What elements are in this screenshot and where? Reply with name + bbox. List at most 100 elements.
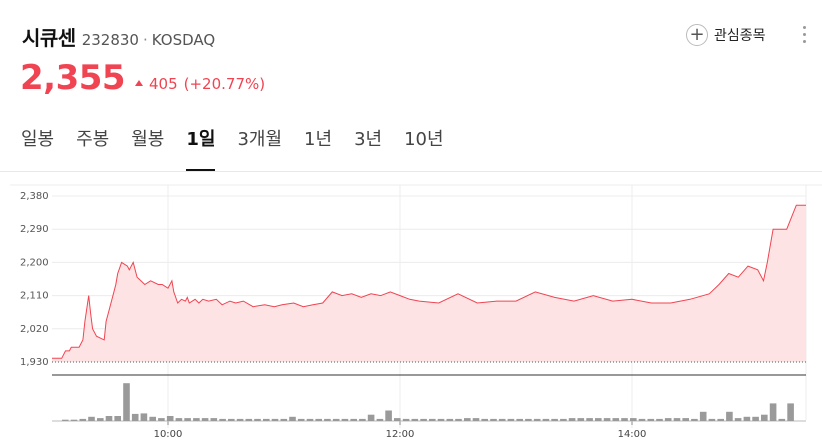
stock-header: 시큐센 232830 · KOSDAQ — [22, 22, 215, 50]
more-vertical-icon[interactable] — [800, 26, 808, 43]
volume-bar — [621, 418, 628, 421]
volume-bar — [603, 418, 611, 421]
volume-bar — [201, 418, 209, 421]
volume-bar — [350, 418, 357, 421]
volume-bar — [210, 418, 218, 421]
volume-bar — [717, 418, 724, 421]
volume-bar — [630, 418, 637, 421]
volume-bar — [761, 414, 768, 421]
tab-1[interactable]: 주봉 — [76, 129, 110, 150]
volume-bar — [306, 418, 314, 421]
volume-bar — [516, 418, 523, 421]
y-tick-label: 2,380 — [20, 191, 49, 202]
volume-bar — [359, 418, 366, 421]
volume-bar — [455, 418, 462, 421]
volume-bar — [385, 410, 392, 421]
volume-bar — [376, 418, 384, 421]
volume-bar — [699, 411, 707, 421]
x-tick-label: 12:00 — [386, 429, 415, 440]
volume-bar — [114, 416, 121, 421]
volume-bar — [166, 416, 174, 421]
y-tick-label: 2,020 — [20, 324, 49, 335]
volume-bar — [446, 418, 454, 421]
volume-bar — [88, 416, 95, 421]
volume-bar — [140, 413, 148, 421]
tab-3[interactable]: 1일 — [186, 125, 216, 171]
volume-bar — [472, 418, 480, 421]
volume-bar — [726, 411, 733, 421]
volume-bar — [158, 418, 165, 421]
volume-bar — [664, 418, 672, 421]
volume-bar — [332, 418, 340, 421]
volume-bar — [577, 418, 585, 421]
volume-bar — [752, 416, 759, 421]
tab-6[interactable]: 3년 — [354, 129, 383, 150]
volume-bar — [394, 418, 401, 421]
tab-2[interactable]: 월봉 — [131, 129, 165, 150]
tab-divider — [0, 171, 822, 172]
volume-bar — [525, 418, 532, 421]
volume-bar — [638, 418, 646, 421]
volume-bar — [175, 418, 183, 421]
current-price: 2,355 — [20, 58, 126, 98]
volume-bar — [656, 418, 663, 421]
stock-name: 시큐센 — [22, 26, 76, 50]
volume-bar — [315, 418, 322, 421]
x-tick-label: 10:00 — [154, 429, 183, 440]
volume-bar — [341, 418, 349, 421]
change-percent: (+20.77%) — [183, 75, 266, 93]
volume-bar — [498, 418, 506, 421]
volume-bar — [402, 418, 410, 421]
volume-bar — [70, 419, 78, 421]
volume-bar — [769, 403, 777, 421]
separator-dot: · — [142, 31, 148, 49]
y-tick-label: 1,930 — [20, 357, 49, 368]
volume-bar — [778, 418, 786, 421]
volume-bar — [464, 418, 471, 421]
volume-bar — [149, 416, 156, 421]
volume-bar — [437, 418, 445, 421]
volume-bar — [289, 416, 296, 421]
volume-bar — [612, 418, 620, 421]
volume-bar — [560, 418, 567, 421]
tab-4[interactable]: 3개월 — [237, 129, 283, 150]
tab-0[interactable]: 일봉 — [21, 129, 55, 150]
volume-bar — [691, 418, 698, 421]
volume-bar — [787, 403, 794, 421]
volume-bar — [79, 418, 87, 421]
plus-icon: + — [686, 24, 708, 46]
volume-bar — [236, 418, 244, 421]
volume-bar — [490, 418, 497, 421]
volume-bar — [297, 418, 305, 421]
volume-bar — [97, 418, 104, 421]
volume-bar — [429, 418, 436, 421]
change-amount: 405 — [149, 75, 178, 93]
favorite-label: 관심종목 — [714, 28, 766, 44]
volume-bar — [411, 418, 419, 421]
add-favorite-button[interactable]: + 관심종목 — [686, 22, 766, 48]
tab-5[interactable]: 1년 — [304, 129, 333, 150]
triangle-up-icon — [135, 79, 143, 86]
volume-bar — [481, 418, 488, 421]
volume-bar — [533, 418, 541, 421]
price-change: 405 (+20.77%) — [135, 75, 265, 93]
tab-7[interactable]: 10년 — [404, 129, 444, 150]
volume-bar — [647, 418, 655, 421]
stock-code: 232830 — [81, 31, 139, 49]
x-tick-label: 14:00 — [618, 429, 647, 440]
volume-bar — [734, 418, 742, 421]
volume-bar — [542, 418, 550, 421]
volume-bar — [682, 418, 689, 421]
volume-bar — [743, 416, 751, 421]
volume-bar — [586, 418, 593, 421]
volume-bar — [193, 418, 200, 421]
market-name: KOSDAQ — [151, 31, 216, 49]
volume-bar — [184, 418, 191, 421]
volume-bar — [123, 383, 130, 421]
volume-bar — [228, 418, 235, 421]
volume-bar — [271, 418, 279, 421]
volume-bar — [673, 418, 681, 421]
volume-bar — [105, 416, 113, 421]
volume-bar — [420, 418, 427, 421]
